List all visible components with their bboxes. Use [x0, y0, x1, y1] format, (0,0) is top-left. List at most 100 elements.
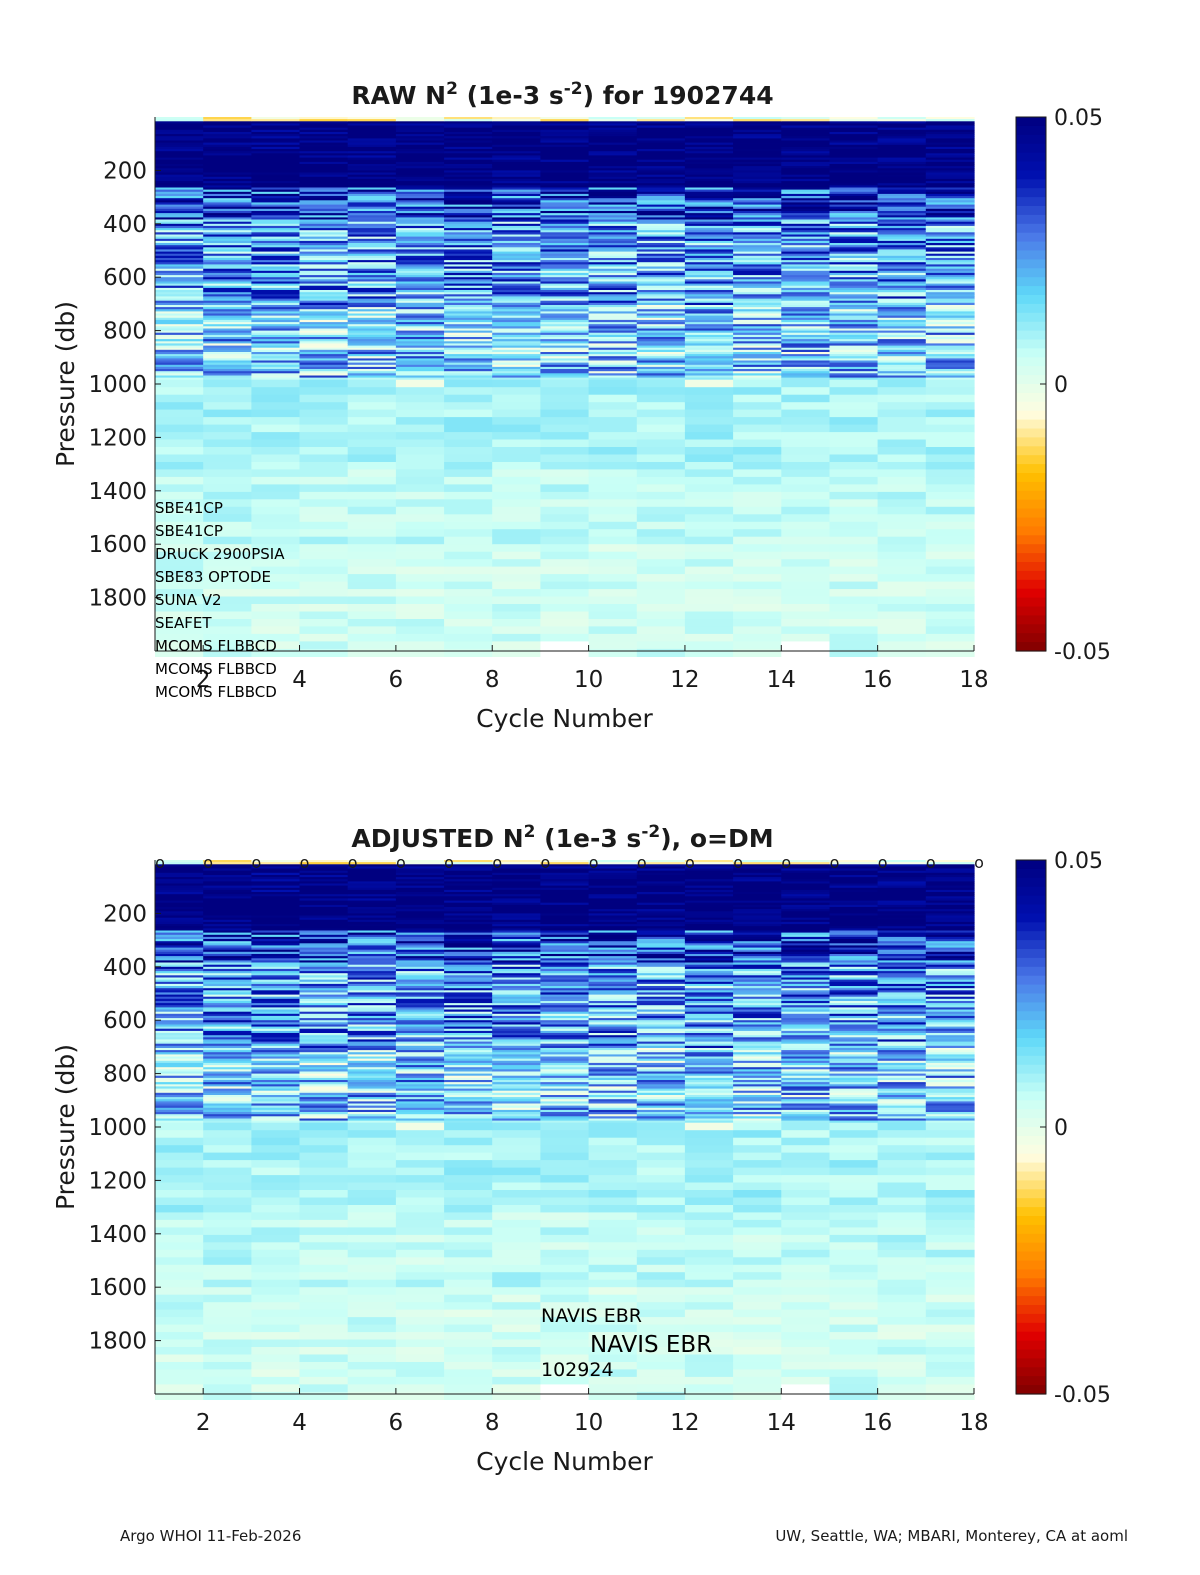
- heatmap-cell: [299, 1005, 349, 1008]
- heatmap-cell: [203, 915, 252, 919]
- heatmap-cell: [781, 484, 831, 493]
- heatmap-cell: [395, 356, 445, 359]
- heatmap-cell: [877, 189, 927, 193]
- heatmap-cell: [492, 866, 541, 870]
- heatmap-cell: [684, 424, 734, 433]
- heatmap-cell: [155, 529, 204, 538]
- heatmap-cell: [781, 221, 831, 225]
- heatmap-cell: [492, 375, 541, 379]
- x-tick-label: 18: [959, 667, 988, 693]
- heatmap-cell: [203, 1175, 252, 1184]
- heatmap-cell: [395, 149, 445, 152]
- heatmap-cell: [684, 119, 734, 122]
- heatmap-cell: [684, 196, 734, 199]
- heatmap-cell: [155, 1071, 204, 1075]
- heatmap-cell: [829, 292, 879, 295]
- heatmap-cell: [877, 294, 927, 297]
- heatmap-cell: [203, 949, 252, 953]
- heatmap-cell: [733, 994, 782, 998]
- heatmap-cell: [444, 1175, 493, 1184]
- heatmap-cell: [492, 862, 541, 865]
- heatmap-cell: [395, 641, 445, 650]
- heatmap-cell: [636, 870, 686, 874]
- heatmap-cell: [299, 1015, 349, 1019]
- heatmap-cell: [540, 958, 590, 961]
- heatmap-cell: [155, 213, 204, 216]
- heatmap-cell: [925, 157, 975, 161]
- heatmap-cell: [203, 885, 252, 889]
- heatmap-cell: [925, 294, 975, 297]
- heatmap-cell: [636, 887, 686, 891]
- heatmap-cell: [588, 1116, 638, 1119]
- heatmap-cell: [588, 514, 638, 523]
- heatmap-cell: [636, 164, 686, 167]
- heatmap-cell: [829, 364, 879, 368]
- heatmap-cell: [588, 581, 638, 590]
- heatmap-cell: [684, 262, 734, 265]
- heatmap-cell: [251, 236, 301, 240]
- heatmap-cell: [155, 947, 204, 951]
- heatmap-cell: [733, 1354, 782, 1363]
- heatmap-cell: [733, 864, 782, 867]
- heatmap-cell: [733, 919, 782, 923]
- heatmap-cell: [636, 341, 686, 344]
- heatmap-cell: [251, 932, 301, 936]
- heatmap-cell: [251, 1354, 301, 1363]
- heatmap-cell: [588, 243, 638, 246]
- heatmap-cell: [395, 574, 445, 583]
- heatmap-cell: [877, 296, 927, 300]
- heatmap-cell: [155, 208, 204, 212]
- heatmap-cell: [733, 1020, 782, 1023]
- heatmap-cell: [299, 994, 349, 998]
- heatmap-cell: [733, 264, 782, 268]
- heatmap-cell: [444, 1391, 493, 1400]
- heatmap-cell: [733, 356, 782, 359]
- heatmap-cell: [251, 136, 301, 139]
- heatmap-cell: [155, 155, 204, 159]
- heatmap-cell: [492, 1092, 541, 1096]
- heatmap-cell: [733, 926, 782, 929]
- colorbar-segment: [1016, 446, 1046, 456]
- heatmap-cell: [829, 132, 879, 135]
- heatmap-cell: [203, 236, 252, 240]
- heatmap-cell: [155, 161, 204, 165]
- heatmap-cell: [781, 499, 831, 508]
- heatmap-cell: [444, 1020, 493, 1023]
- heatmap-cell: [492, 1007, 541, 1011]
- heatmap-cell: [203, 347, 252, 351]
- heatmap-cell: [492, 1073, 541, 1077]
- heatmap-cell: [684, 364, 734, 368]
- heatmap-cell: [299, 514, 349, 523]
- heatmap-cell: [299, 990, 349, 993]
- heatmap-cell: [684, 1071, 734, 1075]
- heatmap-cell: [395, 213, 445, 216]
- heatmap-cell: [781, 544, 831, 553]
- heatmap-cell: [492, 204, 541, 208]
- heatmap-cell: [347, 211, 397, 214]
- heatmap-cell: [636, 238, 686, 242]
- heatmap-cell: [492, 928, 541, 932]
- heatmap-cell: [395, 499, 445, 508]
- heatmap-cell: [636, 193, 686, 197]
- heatmap-cell: [492, 1001, 541, 1004]
- heatmap-cell: [781, 136, 831, 139]
- heatmap-cell: [251, 1011, 301, 1015]
- heatmap-cell: [636, 1354, 686, 1363]
- heatmap-cell: [829, 187, 879, 191]
- heatmap-cell: [203, 979, 252, 983]
- heatmap-cell: [347, 296, 397, 300]
- heatmap-cell: [203, 1279, 252, 1288]
- heatmap-cell: [540, 217, 590, 221]
- heatmap-cell: [925, 328, 975, 332]
- heatmap-cell: [395, 529, 445, 538]
- heatmap-cell: [829, 138, 879, 142]
- heatmap-cell: [636, 992, 686, 996]
- heatmap-cell: [444, 904, 493, 908]
- heatmap-cell: [395, 619, 445, 628]
- heatmap-cell: [299, 196, 349, 199]
- colorbar-segment: [1016, 188, 1046, 198]
- heatmap-cell: [492, 641, 541, 650]
- heatmap-cell: [877, 268, 927, 272]
- colorbar-segment: [1016, 642, 1046, 652]
- heatmap-cell: [492, 1384, 541, 1393]
